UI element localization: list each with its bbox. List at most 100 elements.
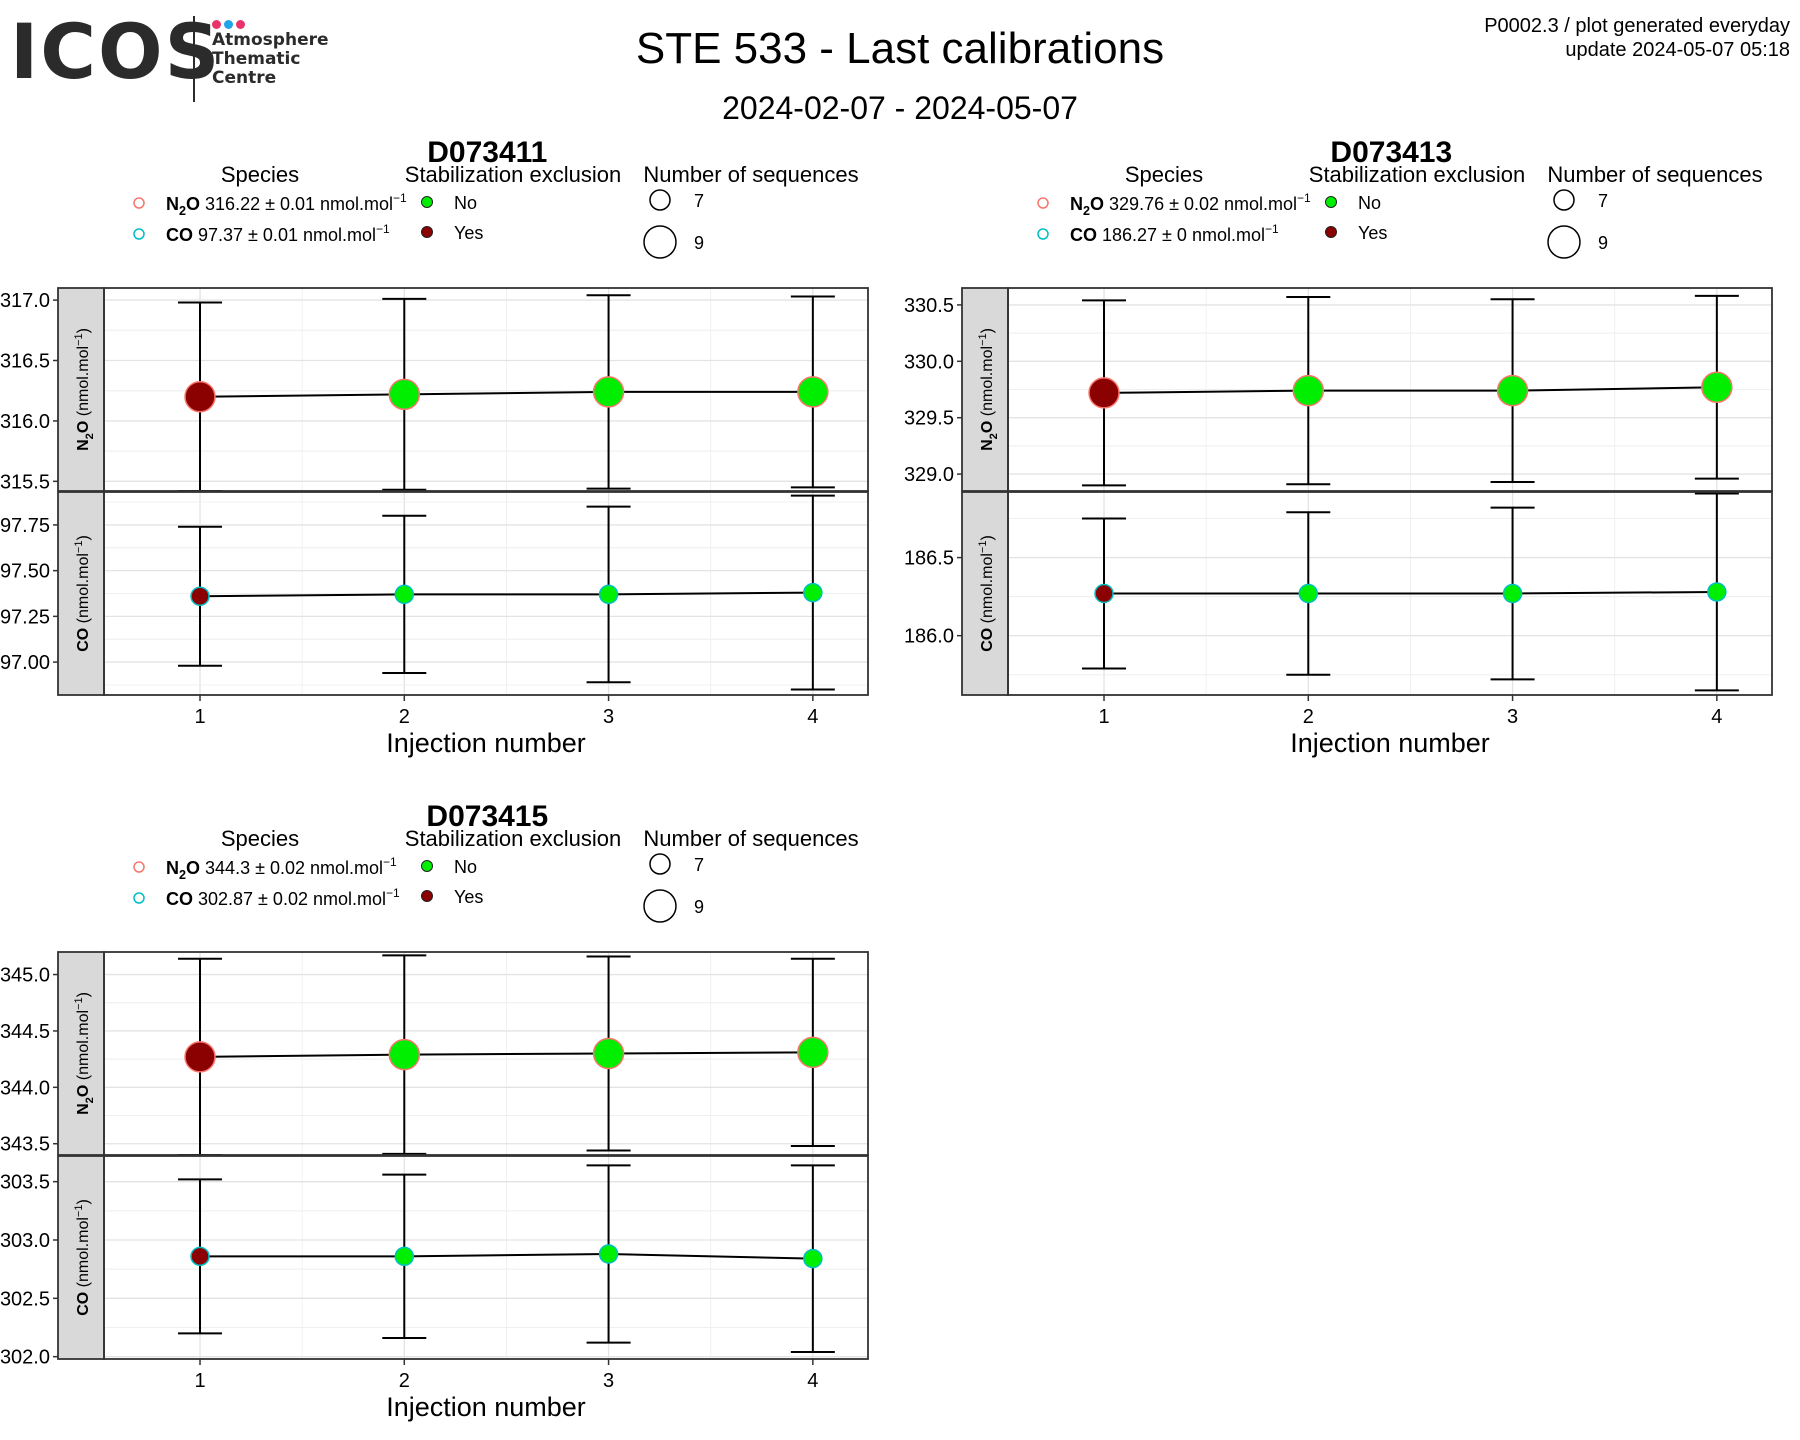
y-tick-label: 97.00	[0, 652, 50, 674]
panel-strip-label: N2O (nmol.mol−1)	[73, 328, 96, 451]
species-name: N	[75, 439, 92, 451]
legend-summary: 329.76 ± 0.02 nmol.mol	[1104, 194, 1297, 214]
strip-unit: )	[75, 992, 92, 997]
strip-unit-exponent: −1	[73, 541, 85, 554]
species-subscript: 2	[84, 433, 96, 439]
species-name: CO	[979, 628, 996, 652]
legend-unit-exponent: −1	[376, 222, 390, 236]
legend-title-species: Species	[221, 826, 299, 851]
x-tick-label: 3	[603, 1370, 614, 1392]
legend-title-stabilization: Stabilization exclusion	[405, 826, 621, 851]
legend-species-entry: N2O 316.22 ± 0.01 nmol.mol−1	[166, 191, 407, 218]
legend-sequences-key	[649, 853, 671, 875]
x-tick-label: 4	[1711, 706, 1722, 728]
legend-sequences-label: 7	[694, 855, 704, 875]
data-point	[1707, 582, 1727, 602]
legend-unit-exponent: −1	[1265, 222, 1279, 236]
species-name: O	[979, 421, 996, 433]
date-range: 2024-02-07 - 2024-05-07	[722, 90, 1078, 126]
species-name: N	[75, 1103, 92, 1115]
x-axis-title: Injection number	[386, 728, 586, 758]
program-note: P0002.3 / plot generated everyday	[1484, 15, 1790, 37]
strip-unit-exponent: −1	[977, 541, 989, 554]
legend-sequences-label: 9	[694, 897, 704, 917]
legend-title-sequences: Number of sequences	[643, 162, 858, 187]
logo-dots-icon	[212, 16, 248, 34]
strip-unit: )	[75, 535, 92, 540]
species-name: O	[75, 1085, 92, 1097]
logo-dot	[236, 20, 245, 29]
data-point	[592, 376, 625, 408]
data-point	[1298, 583, 1319, 604]
strip-unit: (nmol.mol	[75, 553, 92, 628]
data-point	[1088, 377, 1120, 409]
data-point	[184, 381, 216, 413]
y-tick-label: 315.5	[0, 471, 50, 493]
data-point	[388, 378, 421, 411]
species-name: N	[979, 439, 996, 451]
legend-species-entry: CO 186.27 ± 0 nmol.mol−1	[1070, 222, 1279, 245]
strip-unit-exponent: −1	[977, 333, 989, 346]
species-name: O	[1090, 194, 1104, 214]
legend-species-key	[133, 228, 145, 240]
logo-line: Atmosphere	[212, 30, 329, 50]
legend-sequences-label: 9	[1598, 233, 1608, 253]
panel-strip-label: CO (nmol.mol−1)	[73, 1199, 92, 1316]
species-name: N	[1070, 194, 1083, 214]
y-tick-label: 345.0	[0, 965, 50, 987]
x-axis-title: Injection number	[386, 1392, 586, 1422]
legend-summary: 302.87 ± 0.02 nmol.mol	[193, 889, 386, 909]
y-tick-label: 343.5	[0, 1134, 50, 1156]
chart-title: D073413	[1330, 136, 1452, 169]
strip-unit-exponent: −1	[73, 333, 85, 346]
legend-species-key	[1037, 228, 1049, 240]
data-point	[1292, 374, 1325, 407]
series-line	[200, 1252, 813, 1260]
strip-unit-exponent: −1	[73, 1205, 85, 1218]
data-point	[388, 1038, 421, 1071]
y-tick-label: 330.5	[904, 295, 954, 317]
y-tick-label: 344.5	[0, 1021, 50, 1043]
data-point	[190, 586, 210, 606]
panel-strip	[57, 951, 105, 1156]
legend-stabilization-label: No	[454, 193, 477, 213]
x-tick-label: 2	[399, 706, 410, 728]
x-tick-label: 1	[194, 1370, 205, 1392]
x-tick-label: 4	[807, 1370, 818, 1392]
x-tick-label: 3	[603, 706, 614, 728]
legend-species-key	[133, 892, 145, 904]
legend-sequences-key	[643, 225, 677, 259]
legend-unit-exponent: −1	[393, 191, 407, 205]
y-tick-label: 302.5	[0, 1288, 50, 1310]
data-point	[1701, 371, 1733, 403]
update-note: update 2024-05-07 05:18	[1565, 39, 1790, 61]
data-point	[803, 1248, 823, 1269]
species-subscript: 2	[179, 868, 186, 882]
legend-species-entry: N2O 329.76 ± 0.02 nmol.mol−1	[1070, 191, 1311, 218]
y-tick-label: 303.0	[0, 1230, 50, 1252]
data-point	[1094, 583, 1114, 604]
x-tick-label: 2	[1303, 706, 1314, 728]
logo-line: Centre	[212, 68, 277, 88]
species-name: O	[75, 421, 92, 433]
legend-species-entry: CO 97.37 ± 0.01 nmol.mol−1	[166, 222, 390, 245]
generation-note: P0002.3 / plot generated everyday update…	[1484, 14, 1790, 62]
panel-border	[103, 1155, 869, 1360]
legend-sequences-label: 9	[694, 233, 704, 253]
legend-stabilization-key	[1325, 196, 1337, 208]
legend-stabilization-label: Yes	[1358, 223, 1387, 243]
legend-species-key	[133, 197, 145, 209]
y-tick-label: 186.0	[904, 626, 954, 648]
strip-unit: )	[75, 328, 92, 333]
y-tick-label: 303.5	[0, 1172, 50, 1194]
panel-background	[104, 288, 868, 491]
logo-dot	[224, 20, 233, 29]
y-tick-label: 329.0	[904, 464, 954, 486]
legend-title-species: Species	[221, 162, 299, 187]
logo-subtitle: Atmosphere Thematic Centre	[212, 31, 329, 88]
legend-summary: 97.37 ± 0.01 nmol.mol	[193, 225, 376, 245]
legend-stabilization-key	[421, 196, 433, 208]
species-subscript: 2	[84, 1097, 96, 1103]
strip-unit: (nmol.mol	[979, 346, 996, 421]
legend-unit-exponent: −1	[383, 855, 397, 869]
